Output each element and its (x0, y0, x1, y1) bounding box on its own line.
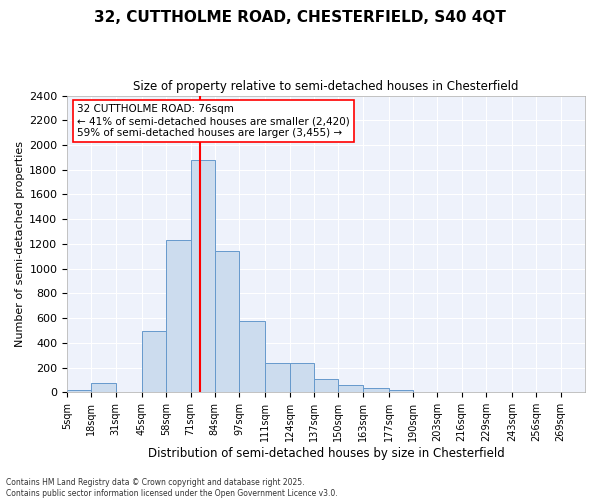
X-axis label: Distribution of semi-detached houses by size in Chesterfield: Distribution of semi-detached houses by … (148, 447, 505, 460)
Bar (239, 320, 265, 392)
Bar (338, 385, 362, 392)
Bar (290, 362, 314, 392)
Y-axis label: Number of semi-detached properties: Number of semi-detached properties (15, 141, 25, 347)
Text: Contains HM Land Registry data © Crown copyright and database right 2025.
Contai: Contains HM Land Registry data © Crown c… (6, 478, 338, 498)
Title: Size of property relative to semi-detached houses in Chesterfield: Size of property relative to semi-detach… (133, 80, 519, 93)
Bar (191, 160, 215, 392)
Text: 32 CUTTHOLME ROAD: 76sqm
← 41% of semi-detached houses are smaller (2,420)
59% o: 32 CUTTHOLME ROAD: 76sqm ← 41% of semi-d… (77, 104, 350, 138)
Bar (142, 330, 166, 392)
Bar (91, 383, 116, 392)
Text: 32, CUTTHOLME ROAD, CHESTERFIELD, S40 4QT: 32, CUTTHOLME ROAD, CHESTERFIELD, S40 4Q… (94, 10, 506, 25)
Bar (166, 240, 191, 392)
Bar (314, 378, 338, 392)
Bar (265, 362, 290, 392)
Bar (362, 388, 389, 392)
Bar (389, 390, 413, 392)
Bar (67, 390, 91, 392)
Bar (215, 252, 239, 392)
